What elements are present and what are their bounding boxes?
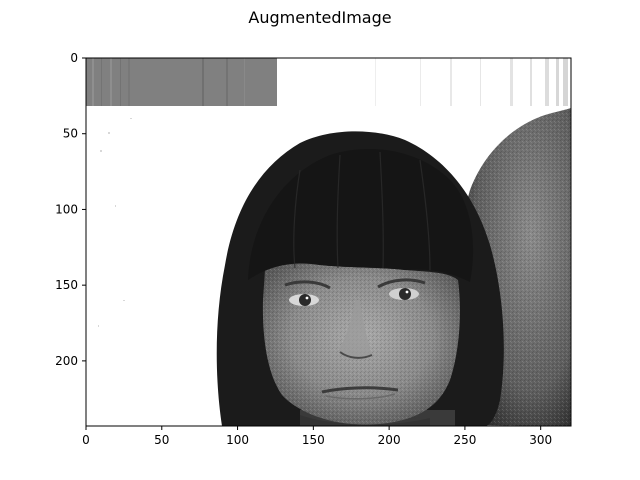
right-eye — [389, 288, 419, 300]
hair-highlights — [293, 151, 431, 271]
y-tick-label: 50 — [63, 127, 78, 141]
y-tick-label: 0 — [70, 51, 78, 65]
top-streaks — [375, 58, 568, 106]
x-tick-label: 150 — [302, 433, 325, 447]
nose — [338, 300, 372, 360]
background-specks — [98, 118, 132, 327]
y-tick-label: 100 — [55, 202, 78, 216]
x-tick-label: 200 — [378, 433, 401, 447]
y-tick-label: 150 — [55, 278, 78, 292]
x-tick-label: 100 — [226, 433, 249, 447]
x-tick-label: 250 — [453, 433, 476, 447]
left-eye — [289, 294, 319, 306]
y-axis: 0 50 100 150 200 — [55, 51, 86, 368]
axes-frame — [85, 57, 572, 427]
bangs — [248, 148, 474, 282]
y-tick-label: 200 — [55, 354, 78, 368]
mouth — [321, 386, 399, 394]
x-tick-label: 50 — [154, 433, 169, 447]
overlay-strip — [86, 58, 277, 106]
image-area — [86, 58, 571, 426]
x-axis: 0 50 100 150 200 250 300 — [82, 426, 552, 447]
x-tick-label: 300 — [529, 433, 552, 447]
x-tick-label: 0 — [82, 433, 90, 447]
figure-title: AugmentedImage — [248, 8, 391, 27]
